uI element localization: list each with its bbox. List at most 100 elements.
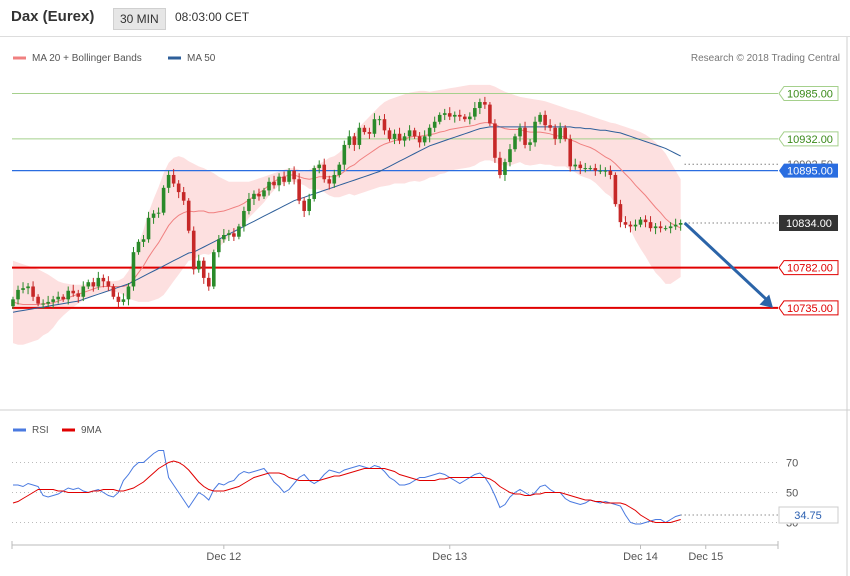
candle bbox=[468, 116, 472, 120]
candle bbox=[196, 260, 201, 270]
candle bbox=[46, 301, 50, 304]
candle bbox=[493, 123, 497, 158]
candle bbox=[186, 200, 191, 231]
candle bbox=[252, 193, 256, 199]
candle bbox=[41, 303, 45, 305]
candle bbox=[488, 104, 492, 124]
candle bbox=[51, 299, 55, 302]
legend-ma20-label: MA 20 + Bollinger Bands bbox=[32, 53, 142, 64]
level-label-support: 10782.00 bbox=[787, 263, 833, 275]
candle bbox=[282, 176, 286, 182]
candle bbox=[593, 168, 598, 171]
candle bbox=[297, 179, 301, 201]
rsi-value-tag bbox=[778, 506, 839, 524]
candle bbox=[678, 222, 683, 225]
candle bbox=[588, 168, 593, 170]
bollinger-band bbox=[13, 84, 681, 345]
candle bbox=[417, 136, 422, 143]
candle bbox=[437, 114, 442, 122]
candle bbox=[257, 193, 261, 197]
candle bbox=[237, 226, 241, 237]
chart-canvas: MA 20 + Bollinger Bands MA 50 Research © 2… bbox=[0, 37, 850, 576]
candle bbox=[658, 226, 663, 229]
candle bbox=[176, 183, 181, 193]
candle bbox=[633, 224, 638, 227]
candle bbox=[568, 138, 573, 167]
rsi-tick-label: 50 bbox=[786, 488, 798, 500]
candle bbox=[131, 252, 136, 287]
level-tag-pivot bbox=[779, 163, 838, 178]
candle bbox=[66, 290, 71, 300]
x-tick-label: Dec 14 bbox=[623, 551, 658, 563]
candle bbox=[222, 235, 226, 240]
candle bbox=[101, 277, 106, 282]
rsi-ma-line bbox=[12, 460, 681, 523]
candle bbox=[201, 260, 206, 278]
candle bbox=[76, 293, 81, 297]
candle bbox=[638, 219, 643, 225]
candle bbox=[56, 296, 60, 300]
candle bbox=[648, 222, 653, 229]
candle bbox=[141, 239, 146, 242]
candle bbox=[292, 170, 296, 180]
timeframe-button[interactable]: 30 MIN bbox=[113, 8, 166, 30]
instrument-title: Dax (Eurex) bbox=[11, 8, 95, 25]
candle bbox=[317, 164, 322, 169]
candle bbox=[397, 133, 402, 141]
candle bbox=[91, 282, 96, 287]
candle bbox=[161, 187, 166, 213]
candle bbox=[357, 127, 362, 145]
candle bbox=[61, 296, 65, 300]
candle bbox=[548, 125, 552, 128]
level-tag-resistance bbox=[778, 85, 839, 101]
candle bbox=[21, 288, 25, 290]
candle bbox=[643, 219, 648, 223]
candle bbox=[277, 176, 281, 186]
candle bbox=[452, 114, 457, 117]
chart-header: Dax (Eurex) 30 MIN 08:03:00 CET bbox=[0, 0, 850, 37]
candle bbox=[573, 164, 578, 167]
candle bbox=[86, 282, 91, 287]
level-label-current: 10834.00 bbox=[786, 218, 832, 230]
candle bbox=[558, 127, 562, 139]
candle bbox=[422, 136, 427, 143]
legend-9ma-label: 9MA bbox=[81, 425, 102, 436]
candle bbox=[407, 130, 412, 137]
candle bbox=[191, 230, 196, 270]
candle bbox=[523, 127, 527, 145]
candle bbox=[362, 127, 367, 133]
candle bbox=[578, 164, 583, 169]
candle bbox=[302, 200, 306, 211]
rsi-tick-label: 70 bbox=[786, 458, 798, 470]
ma50-line bbox=[12, 126, 681, 313]
candle bbox=[26, 286, 30, 289]
candle bbox=[473, 108, 477, 117]
level-label-support: 10735.00 bbox=[787, 303, 833, 315]
candle bbox=[583, 168, 588, 170]
candle bbox=[498, 157, 502, 175]
rsi-value-label: 34.75 bbox=[794, 510, 822, 522]
candle bbox=[483, 102, 487, 105]
candle bbox=[31, 286, 35, 297]
forecast-arrow-head bbox=[759, 294, 773, 308]
candle bbox=[267, 181, 271, 191]
level-tag-support bbox=[778, 260, 839, 276]
candle bbox=[412, 130, 417, 137]
candle bbox=[181, 192, 186, 201]
candle bbox=[427, 127, 432, 137]
candle bbox=[623, 222, 628, 225]
x-tick-label: Dec 13 bbox=[432, 551, 467, 563]
candle bbox=[392, 133, 397, 139]
x-tick-label: Dec 12 bbox=[206, 551, 241, 563]
candle bbox=[227, 233, 231, 235]
candle bbox=[402, 136, 407, 141]
candle bbox=[382, 119, 387, 131]
candle bbox=[11, 299, 15, 307]
candle bbox=[618, 204, 623, 223]
candle bbox=[71, 290, 76, 294]
candle bbox=[332, 174, 337, 184]
candle bbox=[81, 286, 86, 297]
candle bbox=[673, 224, 678, 227]
candle bbox=[116, 296, 121, 302]
x-tick-label: Dec 15 bbox=[688, 551, 723, 563]
